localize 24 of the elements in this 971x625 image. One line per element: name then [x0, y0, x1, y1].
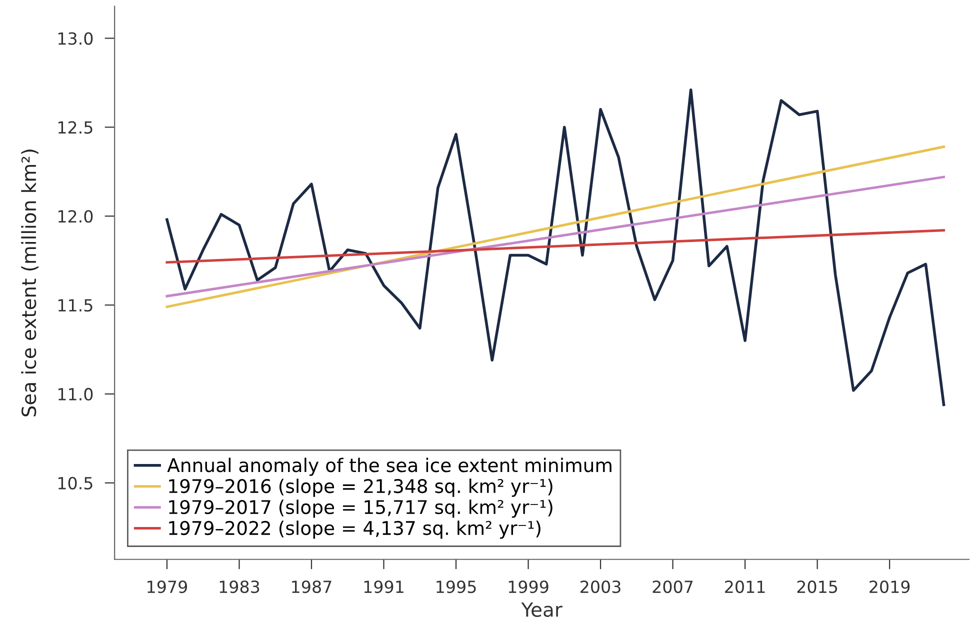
x-tick-label: 2019: [870, 580, 910, 594]
y-tick-label: 11.0: [58, 388, 93, 401]
legend-label: 1979–2016 (slope = 21,348 sq. km² yr⁻¹): [169, 478, 552, 497]
x-tick-label: 1987: [292, 580, 332, 594]
y-tick-label: 13.0: [58, 32, 93, 45]
x-tick-label: 1999: [508, 580, 548, 594]
x-tick-label: 2015: [797, 580, 838, 594]
x-tick-label: 1991: [364, 580, 404, 594]
x-tick-label: 2003: [580, 580, 620, 594]
x-axis-title: Year: [521, 602, 562, 617]
y-tick-label: 10.5: [58, 476, 92, 490]
y-axis-title: Sea ice extent (million km²): [21, 150, 38, 416]
y-tick-label: 12.5: [58, 121, 92, 134]
legend-label: 1979–2022 (slope = 4,137 sq. km² yr⁻¹): [169, 520, 540, 539]
y-tick-label: 11.5: [58, 299, 92, 312]
x-tick-label: 1979: [148, 580, 187, 594]
x-tick-label: 2011: [725, 580, 765, 594]
x-tick-label: 2007: [652, 580, 693, 594]
x-tick-label: 1995: [436, 580, 476, 594]
legend-label: 1979–2017 (slope = 15,717 sq. km² yr⁻¹): [169, 500, 552, 518]
line-series: [166, 88, 946, 406]
y-tick-label: 12.0: [58, 210, 93, 223]
x-tick-label: 1983: [220, 580, 260, 594]
legend-label: Annual anomaly of the sea ice extent minimum: [167, 458, 612, 476]
